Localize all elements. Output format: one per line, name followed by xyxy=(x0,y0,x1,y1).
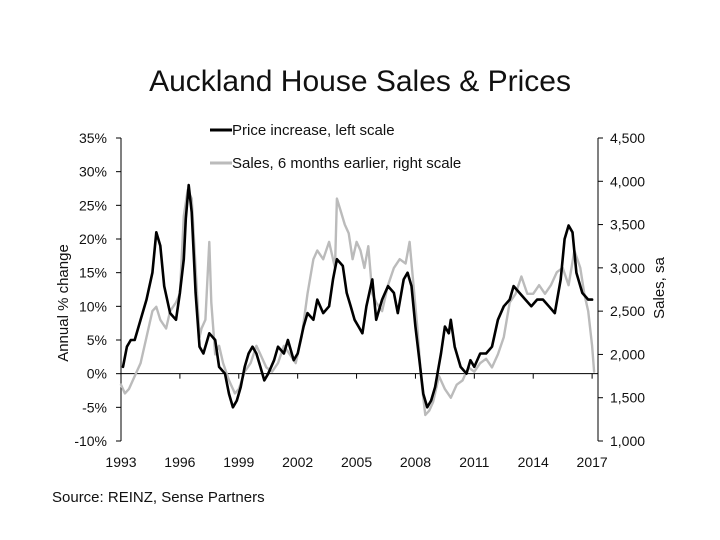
y-left-tick-label: 35% xyxy=(79,130,107,146)
axes: -10% -5% 0% 5% 10% 15% 20% 25% 30% 35% 1,000 1,500 2… xyxy=(74,130,645,470)
y-left-tick-label: 30% xyxy=(79,164,107,180)
chart-title: Auckland House Sales & Prices xyxy=(149,65,571,98)
y-left-tick-label: 10% xyxy=(79,298,107,314)
y-left-tick-label: -10% xyxy=(74,433,107,449)
x-tick-label: 1999 xyxy=(223,454,254,470)
y-left-tick-label: 15% xyxy=(79,265,107,281)
y-right-tick-label: 3,000 xyxy=(610,260,645,276)
legend: Price increase, left scale Sales, 6 mont… xyxy=(210,122,461,172)
x-tick-label: 2014 xyxy=(518,454,549,470)
y-right-tick-label: 4,500 xyxy=(610,130,645,146)
x-tick-label: 1996 xyxy=(164,454,195,470)
source-note: Source: REINZ, Sense Partners xyxy=(52,489,265,506)
y-right-tick-label: 1,000 xyxy=(610,433,645,449)
series-lines xyxy=(119,183,596,417)
x-tick-label: 2011 xyxy=(459,454,489,470)
y-right-tick-label: 4,000 xyxy=(610,173,645,189)
y-left-tick-label: -5% xyxy=(82,399,107,415)
y-right-tick-label: 3,500 xyxy=(610,217,645,233)
x-tick-label: 2017 xyxy=(577,454,608,470)
y-axis-right-label: Sales, sa xyxy=(651,256,668,318)
y-right-tick-label: 2,500 xyxy=(610,303,645,319)
x-tick-label: 2002 xyxy=(282,454,313,470)
legend-price-label: Price increase, left scale xyxy=(232,122,395,139)
x-tick-label: 1993 xyxy=(105,454,136,470)
y-left-tick-label: 20% xyxy=(79,231,107,247)
y-left-tick-label: 0% xyxy=(87,366,107,382)
y-right-tick-label: 1,500 xyxy=(610,390,645,406)
y-axis-left-label: Annual % change xyxy=(55,244,72,362)
legend-sales-label: Sales, 6 months earlier, right scale xyxy=(232,155,461,172)
x-tick-label: 2008 xyxy=(400,454,431,470)
y-left-tick-label: 5% xyxy=(87,332,107,348)
x-tick-label: 2005 xyxy=(341,454,372,470)
y-left-tick-label: 25% xyxy=(79,197,107,213)
y-right-tick-label: 2,000 xyxy=(610,346,645,362)
price-increase-line xyxy=(121,183,594,409)
